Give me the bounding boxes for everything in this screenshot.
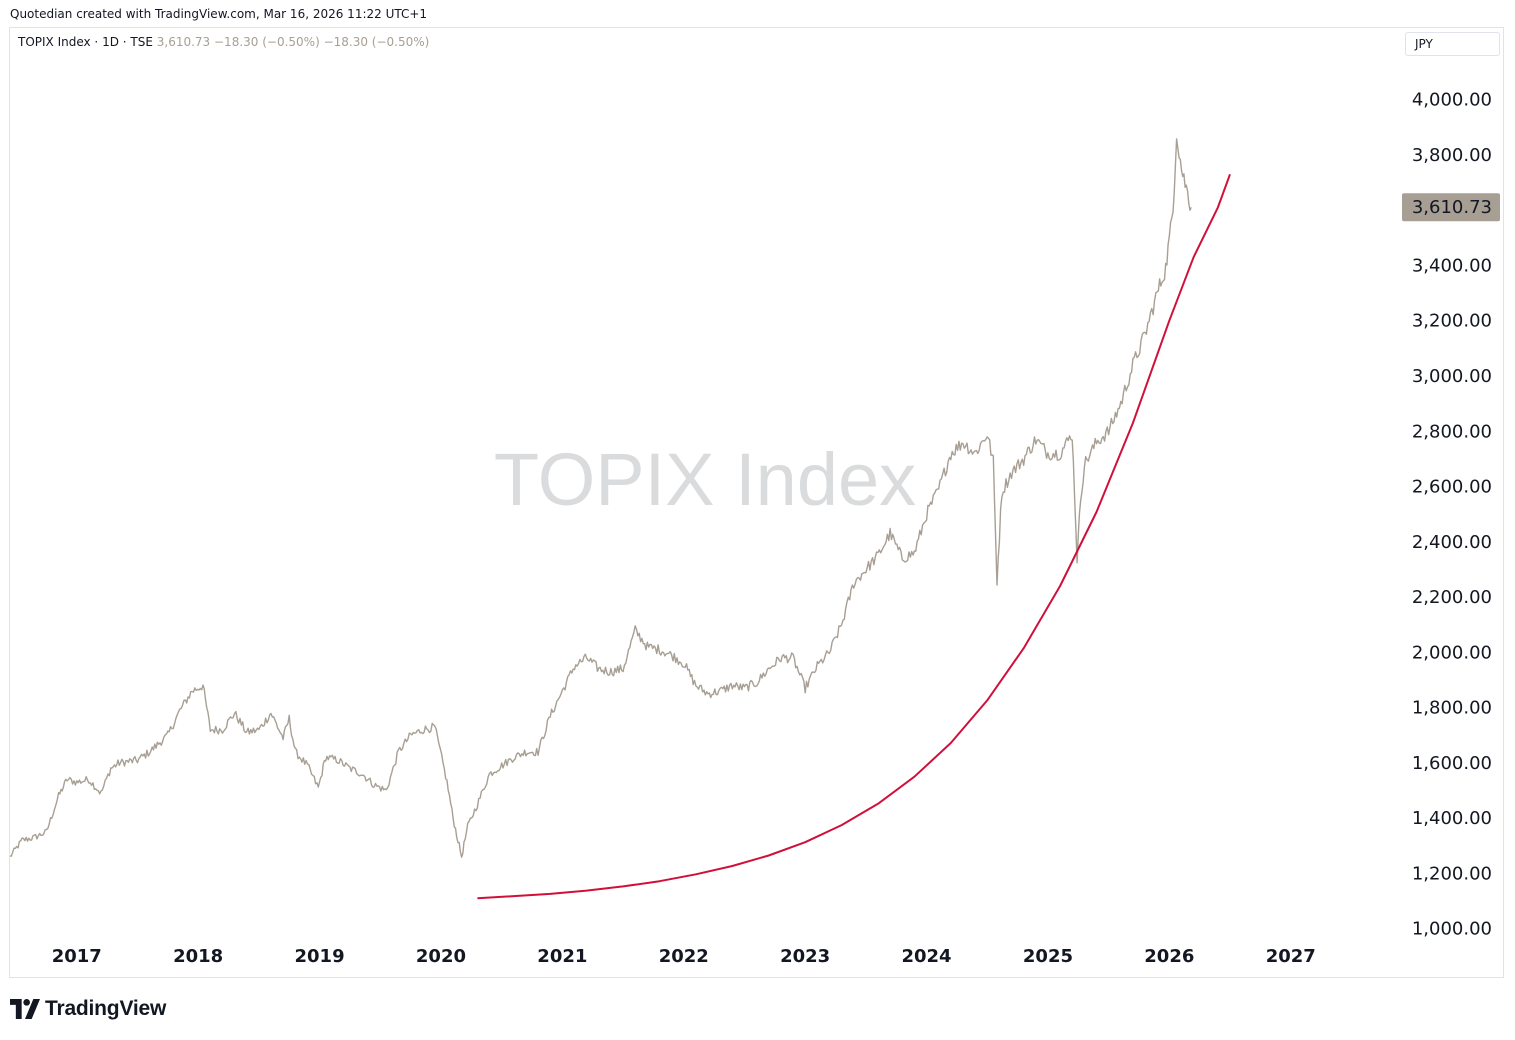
x-axis-tick-label: 2017 <box>52 946 102 967</box>
y-axis-tick-label: 2,400.00 <box>1412 532 1492 553</box>
chart-credit: Quotedian created with TradingView.com, … <box>10 7 428 21</box>
y-axis-tick-label: 3,400.00 <box>1412 255 1492 276</box>
y-axis-tick-label: 1,200.00 <box>1412 863 1492 884</box>
topix-price-line[interactable] <box>9 138 1192 858</box>
x-axis-tick-label: 2020 <box>416 946 466 967</box>
y-axis-tick-label: 2,800.00 <box>1412 421 1492 442</box>
y-axis-tick-label: 2,600.00 <box>1412 477 1492 498</box>
symbol-legend[interactable]: TOPIX Index · 1D · TSE 3,610.73 −18.30 (… <box>18 35 429 49</box>
x-axis-tick-label: 2024 <box>901 946 951 967</box>
x-axis-tick-label: 2018 <box>173 946 223 967</box>
parabolic-curve[interactable] <box>477 173 1231 900</box>
legend-values: 3,610.73 −18.30 (−0.50%) −18.30 (−0.50%) <box>156 35 430 49</box>
y-axis-tick-label: 1,000.00 <box>1412 919 1492 940</box>
x-axis-tick-label: 2027 <box>1266 946 1316 967</box>
tradingview-logo[interactable]: TradingView <box>10 997 166 1021</box>
y-axis-tick-label: 3,000.00 <box>1412 366 1492 387</box>
x-axis-tick-label: 2026 <box>1144 946 1194 967</box>
last-price-label: 3,610.73 <box>1412 197 1492 218</box>
y-axis-tick-label: 1,800.00 <box>1412 698 1492 719</box>
y-axis-tick-label: 4,000.00 <box>1412 90 1492 111</box>
x-axis-tick-label: 2022 <box>659 946 709 967</box>
tradingview-wordmark: TradingView <box>45 997 167 1020</box>
currency-selector[interactable]: JPY <box>1405 32 1500 56</box>
x-axis-tick-label: 2021 <box>537 946 587 967</box>
y-axis-tick-label: 2,000.00 <box>1412 642 1492 663</box>
x-axis-tick-label: 2023 <box>780 946 830 967</box>
chart-frame <box>9 27 1504 978</box>
x-axis-tick-label: 2025 <box>1023 946 1073 967</box>
y-axis-tick-label: 1,400.00 <box>1412 808 1492 829</box>
x-axis-tick-label: 2019 <box>295 946 345 967</box>
legend-symbol: TOPIX Index · 1D · TSE <box>18 35 153 49</box>
y-axis-tick-label: 3,200.00 <box>1412 311 1492 332</box>
y-axis-tick-label: 1,600.00 <box>1412 753 1492 774</box>
tradingview-logo-icon <box>10 999 40 1019</box>
last-price-badge <box>1402 193 1500 222</box>
y-axis-tick-label: 3,800.00 <box>1412 145 1492 166</box>
y-axis-tick-label: 2,200.00 <box>1412 587 1492 608</box>
